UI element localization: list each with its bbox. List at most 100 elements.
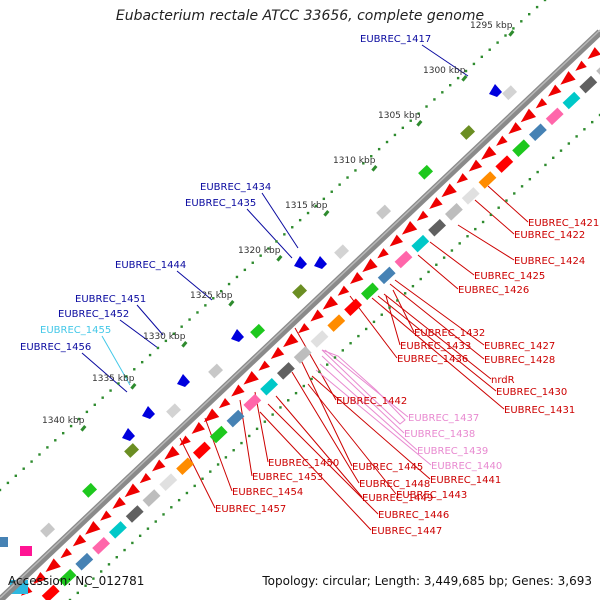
outer-tick-dot bbox=[393, 133, 397, 137]
gene-block bbox=[243, 393, 262, 412]
reverse-gene-arrow bbox=[112, 496, 126, 509]
outer-tick-dot bbox=[441, 91, 444, 94]
reverse-leader-line bbox=[259, 411, 372, 531]
reverse-gene-label: EUBREC_1428 bbox=[484, 355, 555, 366]
scale-tick-label: 1320 kbp bbox=[238, 246, 281, 256]
outer-tick-dot bbox=[227, 282, 231, 286]
outer-tick-dot bbox=[504, 34, 507, 37]
scale-tick-mark bbox=[508, 30, 515, 37]
reverse-gene-label: EUBREC_1448 bbox=[359, 479, 430, 490]
scale-labels: 1295 kbp 1300 kbp 1305 kbp 1310 kbp 1315 kbp… bbox=[42, 21, 513, 426]
rna-callout-outline bbox=[321, 349, 406, 425]
scale-tick-mark bbox=[181, 341, 188, 348]
inner-tick-dot bbox=[146, 527, 150, 530]
reverse-gene-arrow bbox=[164, 445, 180, 460]
forward-gene-block bbox=[376, 204, 392, 220]
outer-tick-dot bbox=[235, 275, 239, 279]
reverse-gene-arrow bbox=[72, 534, 87, 547]
forward-gene-label: EUBREC_1456 bbox=[20, 342, 91, 353]
reverse-gene-arrow bbox=[179, 435, 191, 446]
reverse-gene-label: EUBREC_1421 bbox=[528, 218, 599, 229]
outer-tick-dot bbox=[283, 233, 286, 236]
reverse-leader-line bbox=[474, 199, 515, 235]
reverse-gene-label: EUBREC_1446 bbox=[378, 510, 449, 521]
outer-tick-dot bbox=[298, 218, 302, 222]
inner-tick-dot bbox=[255, 427, 259, 431]
reverse-gene-arrow bbox=[243, 370, 259, 385]
gene-block bbox=[260, 377, 279, 396]
reverse-gene-label: EUBREC_1440 bbox=[431, 461, 502, 472]
inner-tick-dot bbox=[123, 548, 126, 552]
reverse-gene-label: EUBREC_1439 bbox=[417, 446, 488, 457]
forward-leader-line bbox=[81, 352, 128, 393]
outer-tick-dot bbox=[464, 69, 468, 73]
outer-tick-dot bbox=[330, 190, 333, 193]
outer-tick-dot bbox=[77, 417, 81, 421]
inner-tick-dot bbox=[489, 213, 493, 217]
reverse-leader-line bbox=[239, 399, 253, 477]
scale-tick-mark bbox=[80, 425, 87, 432]
reverse-gene-label: EUBREC_1447 bbox=[371, 526, 442, 537]
outer-tick-dot bbox=[385, 140, 389, 144]
outer-tick-dot bbox=[488, 48, 491, 51]
gene-block bbox=[226, 409, 245, 428]
forward-gene-label: EUBREC_1417 bbox=[360, 34, 431, 45]
reverse-gene-arrow bbox=[203, 408, 220, 423]
reverse-gene-label: EUBREC_1442 bbox=[336, 396, 407, 407]
forward-gene-block bbox=[418, 164, 434, 180]
inner-tick-dot bbox=[92, 577, 95, 580]
inner-tick-dot bbox=[154, 520, 157, 523]
forward-gene-arrow bbox=[177, 374, 190, 387]
inner-tick-dot bbox=[99, 570, 103, 573]
reverse-gene-arrow bbox=[456, 173, 468, 184]
accession-text: Accession: NC_012781 bbox=[8, 574, 145, 588]
reverse-leader-line bbox=[383, 293, 492, 380]
outer-tick-dot bbox=[69, 424, 73, 428]
inner-tick-dot bbox=[458, 242, 461, 245]
inner-tick-dot bbox=[76, 591, 79, 595]
outer-tick-dot bbox=[259, 254, 262, 257]
forward-gene-block bbox=[166, 403, 182, 419]
outer-tick-dot bbox=[125, 375, 128, 378]
reverse-leader-line bbox=[275, 395, 363, 498]
outer-tick-dot bbox=[204, 304, 207, 307]
forward-gene-arrow bbox=[122, 428, 135, 441]
gene-block bbox=[528, 123, 547, 142]
outer-tick-dot bbox=[433, 98, 436, 101]
inner-tick-dot bbox=[131, 541, 134, 545]
outer-tick-dot bbox=[6, 481, 10, 485]
gene-block bbox=[276, 362, 295, 380]
gene-labels: EUBREC_1417 EUBREC_1434 EUBREC_1435 EUBREC_… bbox=[20, 34, 599, 537]
inner-tick-dot bbox=[419, 277, 422, 281]
gene-block bbox=[411, 234, 430, 253]
inner-tick-dot bbox=[591, 120, 594, 124]
reverse-gene-arrow bbox=[258, 360, 270, 371]
outer-tick-dot bbox=[362, 162, 365, 165]
outer-tick-dot bbox=[377, 147, 381, 151]
reverse-gene-arrow bbox=[547, 84, 562, 97]
reverse-leader-line bbox=[315, 369, 432, 466]
gene-block bbox=[293, 346, 312, 364]
inner-tick-dot bbox=[520, 185, 524, 188]
reverse-gene-arrow bbox=[401, 221, 418, 235]
forward-gene-label: EUBREC_1434 bbox=[200, 182, 271, 193]
reverse-gene-arrow bbox=[349, 272, 364, 284]
outer-tick-dot bbox=[196, 311, 199, 314]
reverse-gene-arrow bbox=[587, 47, 600, 60]
genome-backbone-highlight bbox=[0, 29, 600, 599]
reverse-gene-label: EUBREC_1441 bbox=[430, 475, 501, 486]
inner-tick-dot bbox=[263, 420, 267, 423]
reverse-gene-arrow bbox=[441, 183, 457, 198]
reverse-gene-label: EUBREC_1422 bbox=[514, 230, 585, 241]
outer-tick-dot bbox=[85, 410, 89, 414]
forward-gene-arrow bbox=[294, 256, 307, 269]
inner-tick-dot bbox=[294, 391, 298, 395]
reverse-gene-arrow bbox=[218, 398, 231, 409]
outer-tick-dot bbox=[354, 169, 357, 172]
reverse-gene-arrow bbox=[124, 483, 141, 498]
reverse-gene-arrow bbox=[535, 98, 548, 109]
outer-tick-dot bbox=[61, 431, 65, 435]
inner-tick-dot bbox=[177, 498, 181, 502]
inner-tick-dot bbox=[513, 192, 516, 195]
outer-tick-dot bbox=[38, 453, 41, 456]
